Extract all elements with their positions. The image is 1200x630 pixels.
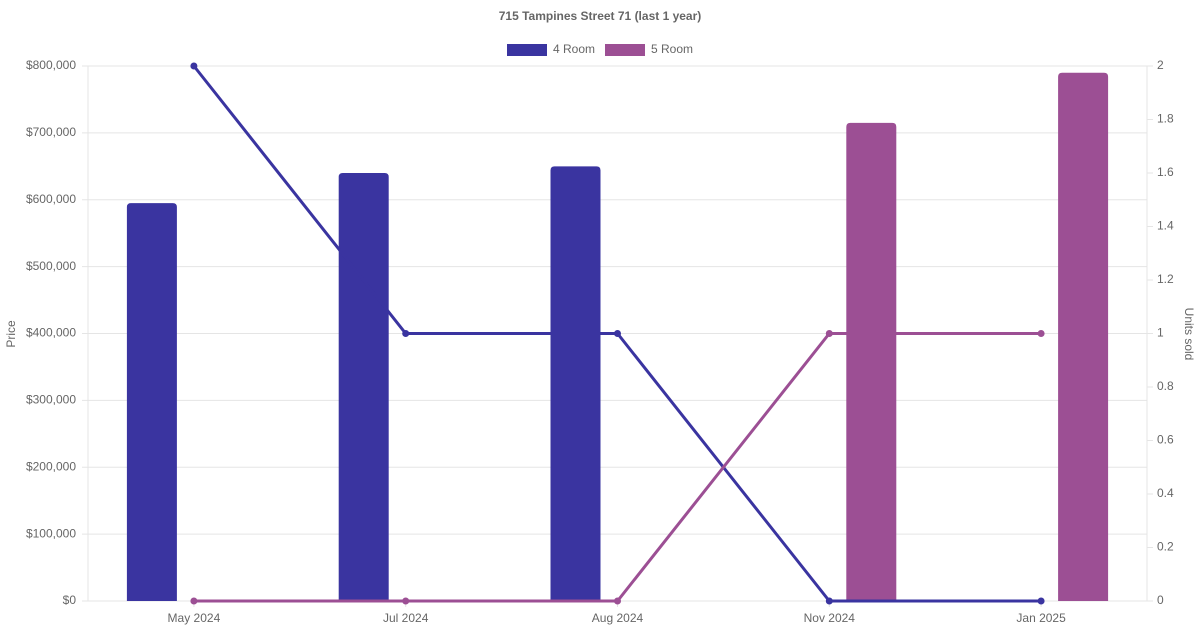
y2-tick-label: 1.2	[1157, 272, 1174, 286]
y-tick-label: $800,000	[26, 58, 76, 72]
y-tick-label: $400,000	[26, 326, 76, 340]
x-tick-label: Aug 2024	[592, 611, 644, 625]
x-tick-label: May 2024	[168, 611, 221, 625]
y2-tick-label: 2	[1157, 58, 1164, 72]
y-axis-title: Price	[4, 320, 18, 348]
legend-swatch	[507, 44, 547, 56]
y-tick-label: $200,000	[26, 459, 76, 473]
y2-tick-label: 0.8	[1157, 379, 1174, 393]
y2-tick-label: 1	[1157, 326, 1164, 340]
bar	[126, 203, 177, 601]
y2-tick-label: 0.6	[1157, 433, 1174, 447]
y2-axis-title: Units sold	[1182, 308, 1196, 361]
units-point	[402, 330, 410, 337]
bar	[1058, 72, 1109, 601]
units-point	[614, 330, 621, 337]
y-tick-label: $600,000	[26, 192, 76, 206]
y2-tick-label: 0.4	[1157, 486, 1174, 500]
chart-title: 715 Tampines Street 71 (last 1 year)	[499, 9, 702, 23]
y2-tick-label: 1.8	[1157, 112, 1174, 126]
y2-tick-label: 0.2	[1157, 540, 1174, 554]
units-point	[825, 597, 833, 605]
x-tick-label: Jan 2025	[1016, 611, 1066, 625]
y2-tick-label: 1.6	[1157, 165, 1174, 179]
units-point	[1037, 597, 1045, 605]
units-point	[402, 597, 410, 605]
y-tick-label: $500,000	[26, 259, 76, 273]
x-tick-label: Jul 2024	[383, 611, 429, 625]
y-tick-label: $0	[63, 593, 77, 607]
legend-label: 4 Room	[553, 42, 595, 56]
units-point	[190, 597, 198, 605]
y2-tick-label: 0	[1157, 593, 1164, 607]
units-point	[1037, 330, 1045, 337]
y-tick-label: $300,000	[26, 393, 76, 407]
legend-label: 5 Room	[651, 42, 693, 56]
y-tick-label: $700,000	[26, 125, 76, 139]
y-tick-label: $100,000	[26, 526, 76, 540]
units-point	[190, 62, 198, 70]
bar	[846, 122, 897, 601]
bar	[338, 173, 389, 601]
x-tick-label: Nov 2024	[804, 611, 856, 625]
legend-swatch	[605, 44, 645, 56]
bar	[550, 166, 601, 601]
y2-tick-label: 1.4	[1157, 219, 1174, 233]
units-point	[614, 597, 621, 605]
units-point	[825, 330, 833, 337]
